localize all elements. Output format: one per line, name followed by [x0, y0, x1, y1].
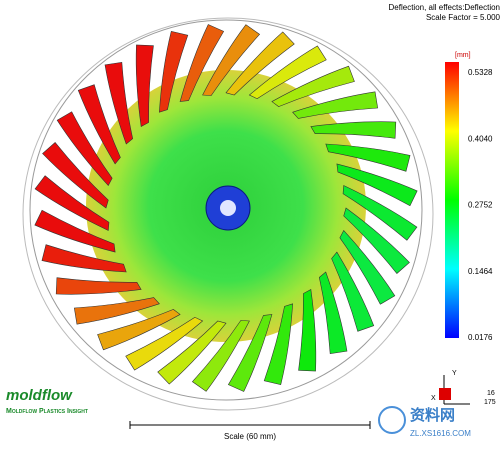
logo-tagline: Moldflow Plastics Insight — [6, 408, 88, 415]
blades — [34, 24, 418, 392]
blade — [202, 24, 261, 96]
triad-x: X — [431, 395, 436, 402]
blade — [34, 209, 116, 253]
blade — [225, 31, 295, 96]
blade — [34, 175, 110, 231]
blade — [298, 288, 317, 372]
blade — [310, 121, 397, 139]
blade — [55, 277, 142, 295]
logo: moldflow — [6, 387, 73, 404]
blade — [104, 62, 134, 145]
triad-value: 175 — [484, 399, 496, 406]
scale-factor: Scale Factor = 5.000 — [426, 13, 501, 22]
blade — [343, 207, 410, 274]
hub-hole — [220, 200, 236, 216]
blade — [318, 271, 348, 354]
blade — [125, 316, 204, 371]
blade — [42, 142, 109, 209]
triad-box — [439, 388, 451, 400]
blade — [339, 229, 396, 305]
blade — [331, 251, 375, 332]
watermark-url: ZL.XS1616.COM — [410, 429, 471, 438]
blade — [97, 309, 181, 351]
result-title: Deflection, all effects:Deflection — [389, 3, 500, 12]
blade — [342, 185, 418, 241]
blade — [191, 320, 250, 392]
blade — [325, 143, 411, 172]
blade — [227, 314, 273, 392]
blade — [271, 65, 355, 107]
blade — [263, 303, 293, 386]
blade — [292, 91, 379, 119]
triad-y: Y — [452, 370, 457, 377]
blade — [336, 163, 418, 207]
blade — [179, 24, 225, 102]
legend-unit: [mm] — [455, 52, 471, 59]
blade — [135, 44, 154, 128]
blade — [56, 111, 113, 187]
color-bar — [445, 62, 459, 338]
legend-tick-label: 0.4040 — [468, 134, 493, 143]
outer-rim — [22, 17, 434, 411]
blade — [157, 320, 227, 385]
blade — [73, 297, 160, 325]
watermark-name: 资料网 — [410, 406, 455, 424]
watermark-logo — [378, 406, 406, 434]
rim — [29, 19, 423, 401]
scale-label: Scale (60 mm) — [224, 432, 276, 441]
blade — [248, 45, 327, 100]
legend-tick-label: 0.1464 — [468, 267, 493, 276]
legend-tick-label: 0.5328 — [468, 68, 493, 77]
legend-ticks: 0.5328 0.4040 0.2752 0.1464 0.0176 — [468, 68, 493, 342]
triad-value: 16 — [487, 390, 495, 397]
legend-tick-label: 0.2752 — [468, 201, 493, 210]
blade — [41, 244, 127, 273]
blade — [159, 30, 189, 113]
blade — [77, 84, 121, 165]
legend-tick-label: 0.0176 — [468, 333, 493, 342]
